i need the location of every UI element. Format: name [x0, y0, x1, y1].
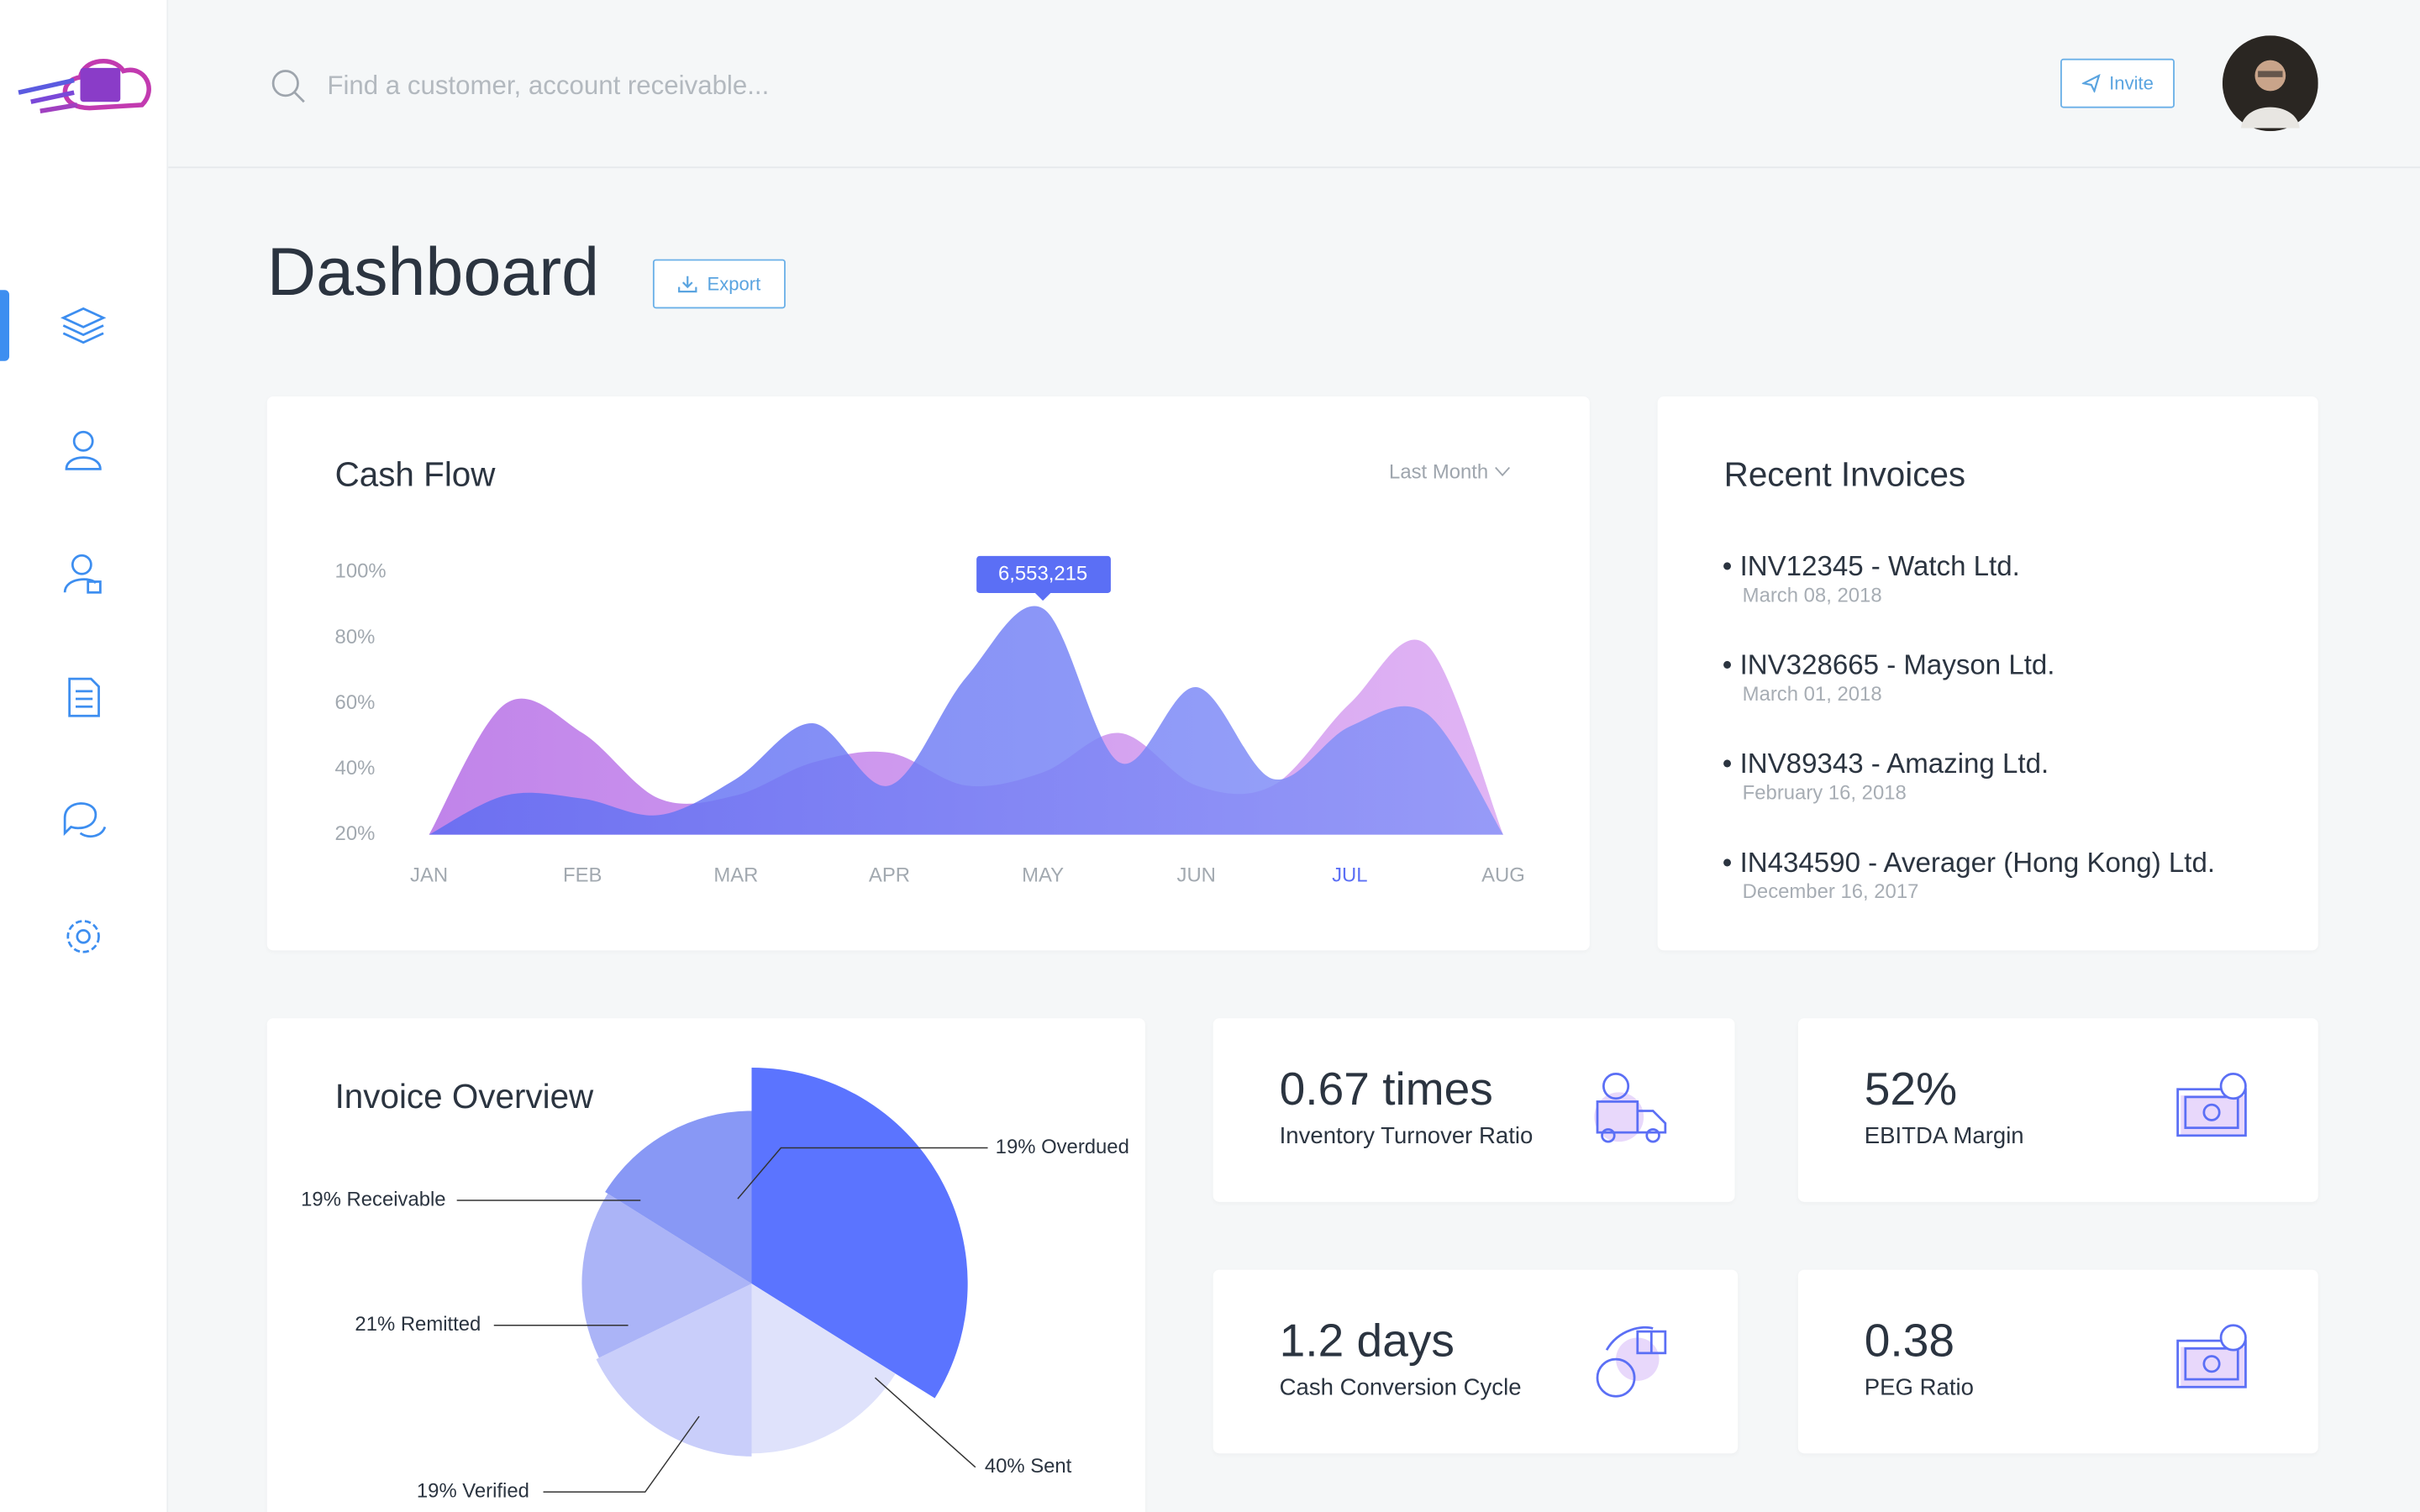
invoice-item[interactable]: • INV328665 - Mayson Ltd. March 01, 2018 [1723, 649, 2215, 705]
invoice-name: • INV328665 - Mayson Ltd. [1722, 649, 2055, 681]
kpi-value: 0.67 times [1279, 1064, 1493, 1116]
invoice-item[interactable]: • IN434590 - Averager (Hong Kong) Ltd. De… [1723, 847, 2215, 902]
sidebar [0, 0, 169, 1512]
invoice-title: IN434590 - Averager (Hong Kong) Ltd. [1739, 847, 2216, 879]
card-title: Invoice Overview [334, 1077, 594, 1116]
kpi-text: 0.67 times Inventory Turnover Ratio [1280, 1064, 1534, 1149]
kpi-icon [1596, 1326, 1667, 1398]
kpi-card: 0.67 times Inventory Turnover Ratio [1213, 1018, 1735, 1202]
invoice-date: February 16, 2018 [1742, 780, 1907, 804]
invoice-item[interactable]: • INV12345 - Watch Ltd. March 08, 2018 [1723, 551, 2215, 606]
active-indicator [0, 290, 10, 361]
cash-flow-card: Cash Flow Last Month [266, 396, 1590, 951]
kpi-label: PEG Ratio [1864, 1374, 1974, 1401]
period-select[interactable]: Last Month [1389, 459, 1511, 483]
kpi-icon [1594, 1072, 1667, 1143]
kpi-label: Cash Conversion Cycle [1279, 1374, 1522, 1401]
kpi-text: 0.38 PEG Ratio [1865, 1316, 1974, 1401]
invoice-date: March 01, 2018 [1742, 681, 1882, 706]
kpi-value: 0.38 [1864, 1315, 1955, 1368]
recent-invoices-card: Recent Invoices • INV12345 - Watch Ltd. M… [1657, 396, 2318, 951]
invoice-title: INV12345 - Watch Ltd. [1739, 550, 2020, 582]
nav-icons[interactable] [59, 302, 108, 981]
avatar[interactable] [2222, 35, 2318, 132]
invoice-name: • INV89343 - Amazing Ltd. [1722, 748, 2049, 780]
kpi-text: 52% EBITDA Margin [1865, 1064, 2024, 1149]
invoice-date: March 08, 2018 [1742, 583, 1882, 606]
kpi-card: 0.38 PEG Ratio [1797, 1269, 2318, 1454]
invoice-date: December 16, 2017 [1742, 879, 1919, 903]
page-title: Dashboard [266, 234, 600, 311]
export-label: Export [707, 273, 761, 295]
invoice-title: INV328665 - Mayson Ltd. [1739, 649, 2055, 681]
logo[interactable] [13, 46, 158, 123]
kpi-card: 52% EBITDA Margin [1797, 1018, 2318, 1202]
kpi-value: 1.2 days [1279, 1315, 1455, 1368]
kpi-card: 1.2 days Cash Conversion Cycle [1213, 1269, 1739, 1454]
chevron [1495, 466, 1510, 477]
invoice-title: INV89343 - Amazing Ltd. [1739, 748, 2049, 780]
card-title: Recent Invoices [1723, 454, 1966, 494]
period-label: Last Month [1389, 459, 1489, 483]
kpi-label: Inventory Turnover Ratio [1279, 1123, 1534, 1150]
invite-label: Invite [2109, 72, 2154, 95]
invoice-name: • INV12345 - Watch Ltd. [1722, 550, 2020, 582]
invite-icon [2081, 74, 2101, 93]
kpi-label: EBITDA Margin [1864, 1123, 2024, 1150]
export-button[interactable]: Export [652, 259, 786, 309]
kpi-value: 52% [1864, 1064, 1958, 1116]
invoice-item[interactable]: • INV89343 - Amazing Ltd. February 16, 20… [1723, 748, 2215, 804]
kpi-text: 1.2 days Cash Conversion Cycle [1280, 1316, 1522, 1401]
card-title: Cash Flow [334, 454, 496, 494]
search-icon [271, 70, 305, 103]
topbar: Find a customer, account receivable... I… [168, 0, 2420, 169]
invoice-list: • INV12345 - Watch Ltd. March 08, 2018 • I… [1723, 551, 2215, 946]
invoice-name: • IN434590 - Averager (Hong Kong) Ltd. [1722, 847, 2216, 879]
export-icon [678, 276, 697, 293]
kpi-icon [2176, 1324, 2247, 1389]
invite-button[interactable]: Invite [2060, 58, 2175, 108]
search-input[interactable]: Find a customer, account receivable... [327, 71, 770, 101]
invoice-overview-card: Invoice Overview [266, 1018, 1145, 1512]
kpi-icon [2176, 1072, 2247, 1137]
